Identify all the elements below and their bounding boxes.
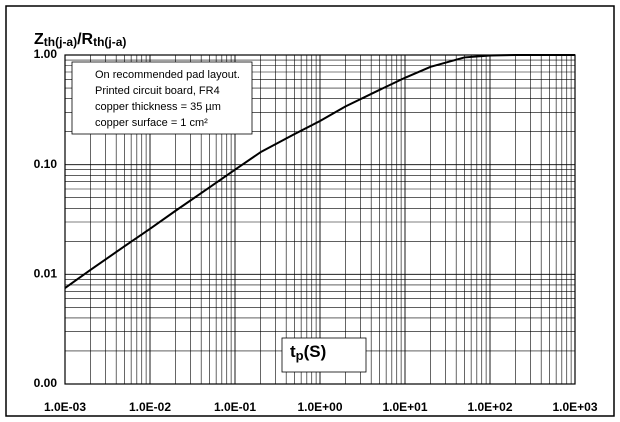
data-line [64,54,575,289]
label-part: th(j-a) [93,35,126,49]
label-part: t [290,342,296,361]
x-tick-label: 1.0E-02 [129,400,171,414]
x-tick-label: 1.0E+01 [382,400,427,414]
label-part: (S) [304,342,327,361]
label-part: Z [34,31,44,48]
annotation-box [71,61,253,135]
plot-border [64,54,576,385]
label-part: th(j-a) [44,35,77,49]
y-tick-label: 0.00 [34,376,58,390]
x-tick-label: 1.0E+03 [552,400,597,414]
label-part: /R [77,31,93,48]
x-label-box [281,337,367,373]
annotation: On recommended pad layout. [95,69,240,81]
annotation: copper thickness = 35 µm [95,101,221,113]
y-tick-label: 0.01 [34,267,58,281]
annotation: Printed circuit board, FR4 [95,85,220,97]
x-tick-label: 1.0E-03 [44,400,86,414]
marks [64,54,575,289]
y-tick-label: 0.10 [34,157,58,171]
x-axis-label: tp(S) [290,342,326,363]
frame [5,5,615,417]
y-tick-label: 1.00 [34,47,58,61]
x-tick-label: 1.0E+02 [467,400,512,414]
x-tick-label: 1.0E+00 [297,400,342,414]
label-part: p [296,348,304,363]
annotation: copper surface = 1 cm² [95,117,208,129]
y-axis-label: Zth(j-a)/Rth(j-a) [34,31,126,49]
ticks: 1.0E-03 1.0E-02 1.0E-01 1.0E+00 1.0E+01 1.0E+… [34,47,598,414]
x-tick-label: 1.0E-01 [214,400,256,414]
